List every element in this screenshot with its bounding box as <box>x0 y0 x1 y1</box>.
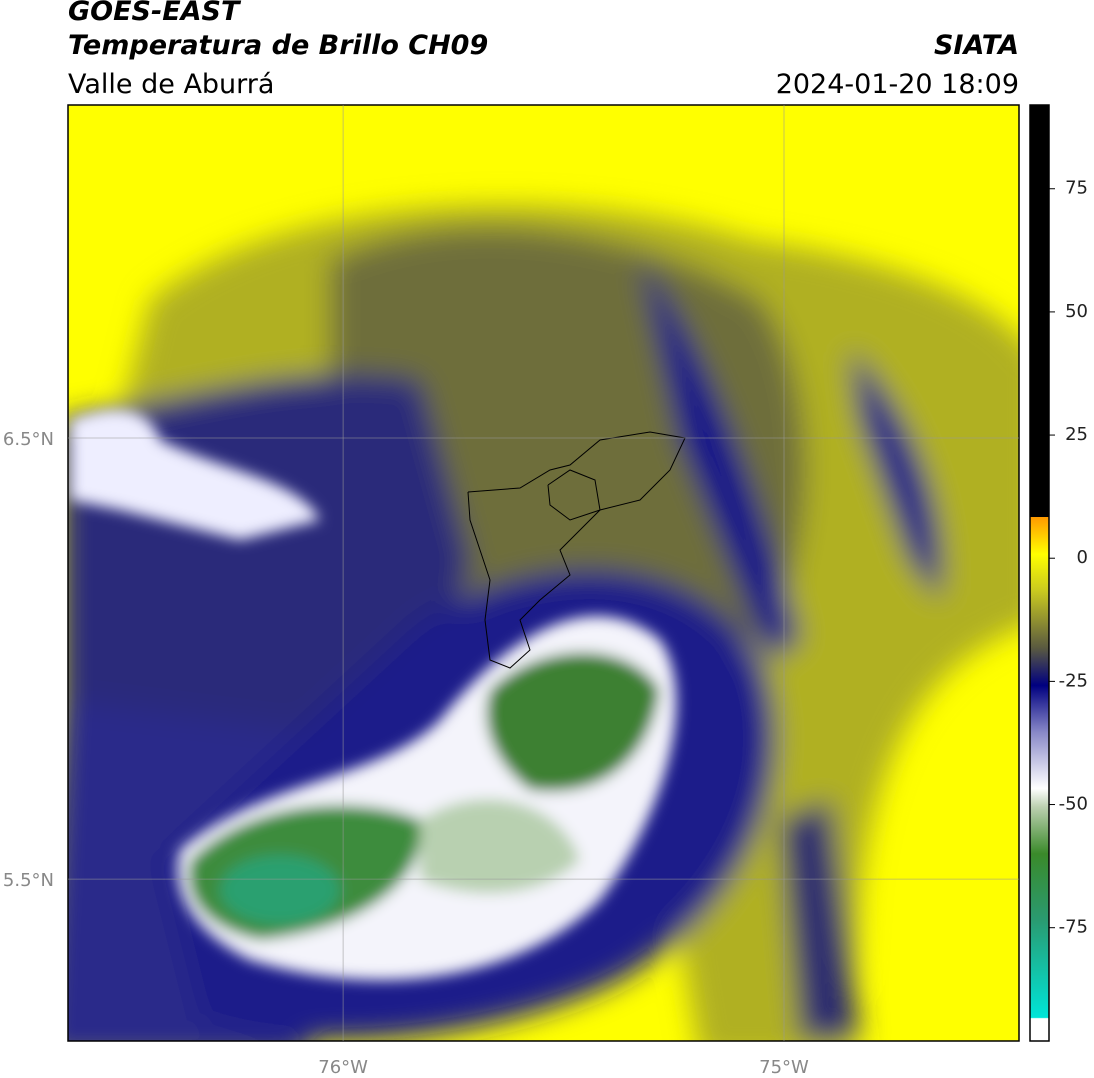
y-tick-label: 6.5°N <box>3 429 54 450</box>
y-tick-label: 5.5°N <box>3 870 54 891</box>
colorbar-tick-label: -75 <box>1059 917 1088 938</box>
subtitle: Temperatura de Brillo CH09 <box>68 30 488 61</box>
colorbar-tick-label: 0 <box>1077 547 1088 568</box>
colorbar <box>1029 104 1050 1042</box>
colorbar-tick-label: 50 <box>1065 301 1088 322</box>
x-tick-label: 75°W <box>759 1057 809 1078</box>
satellite-image <box>68 105 1019 1041</box>
source: SIATA <box>934 30 1019 61</box>
x-tick-label: 76°W <box>318 1057 368 1078</box>
colorbar-tick-label: -50 <box>1059 794 1088 815</box>
title: GOES-EAST <box>68 0 242 27</box>
colorbar-tick-label: -25 <box>1059 670 1088 691</box>
region: Valle de Aburrá <box>68 69 274 100</box>
municipal-boundaries <box>547 469 601 521</box>
colorbar-tick-label: 25 <box>1065 424 1088 445</box>
datetime: 2024-01-20 18:09 <box>776 69 1019 100</box>
map-frame <box>67 104 1020 1042</box>
colorbar-tick-label: 75 <box>1065 178 1088 199</box>
municipal-boundaries <box>467 431 686 669</box>
